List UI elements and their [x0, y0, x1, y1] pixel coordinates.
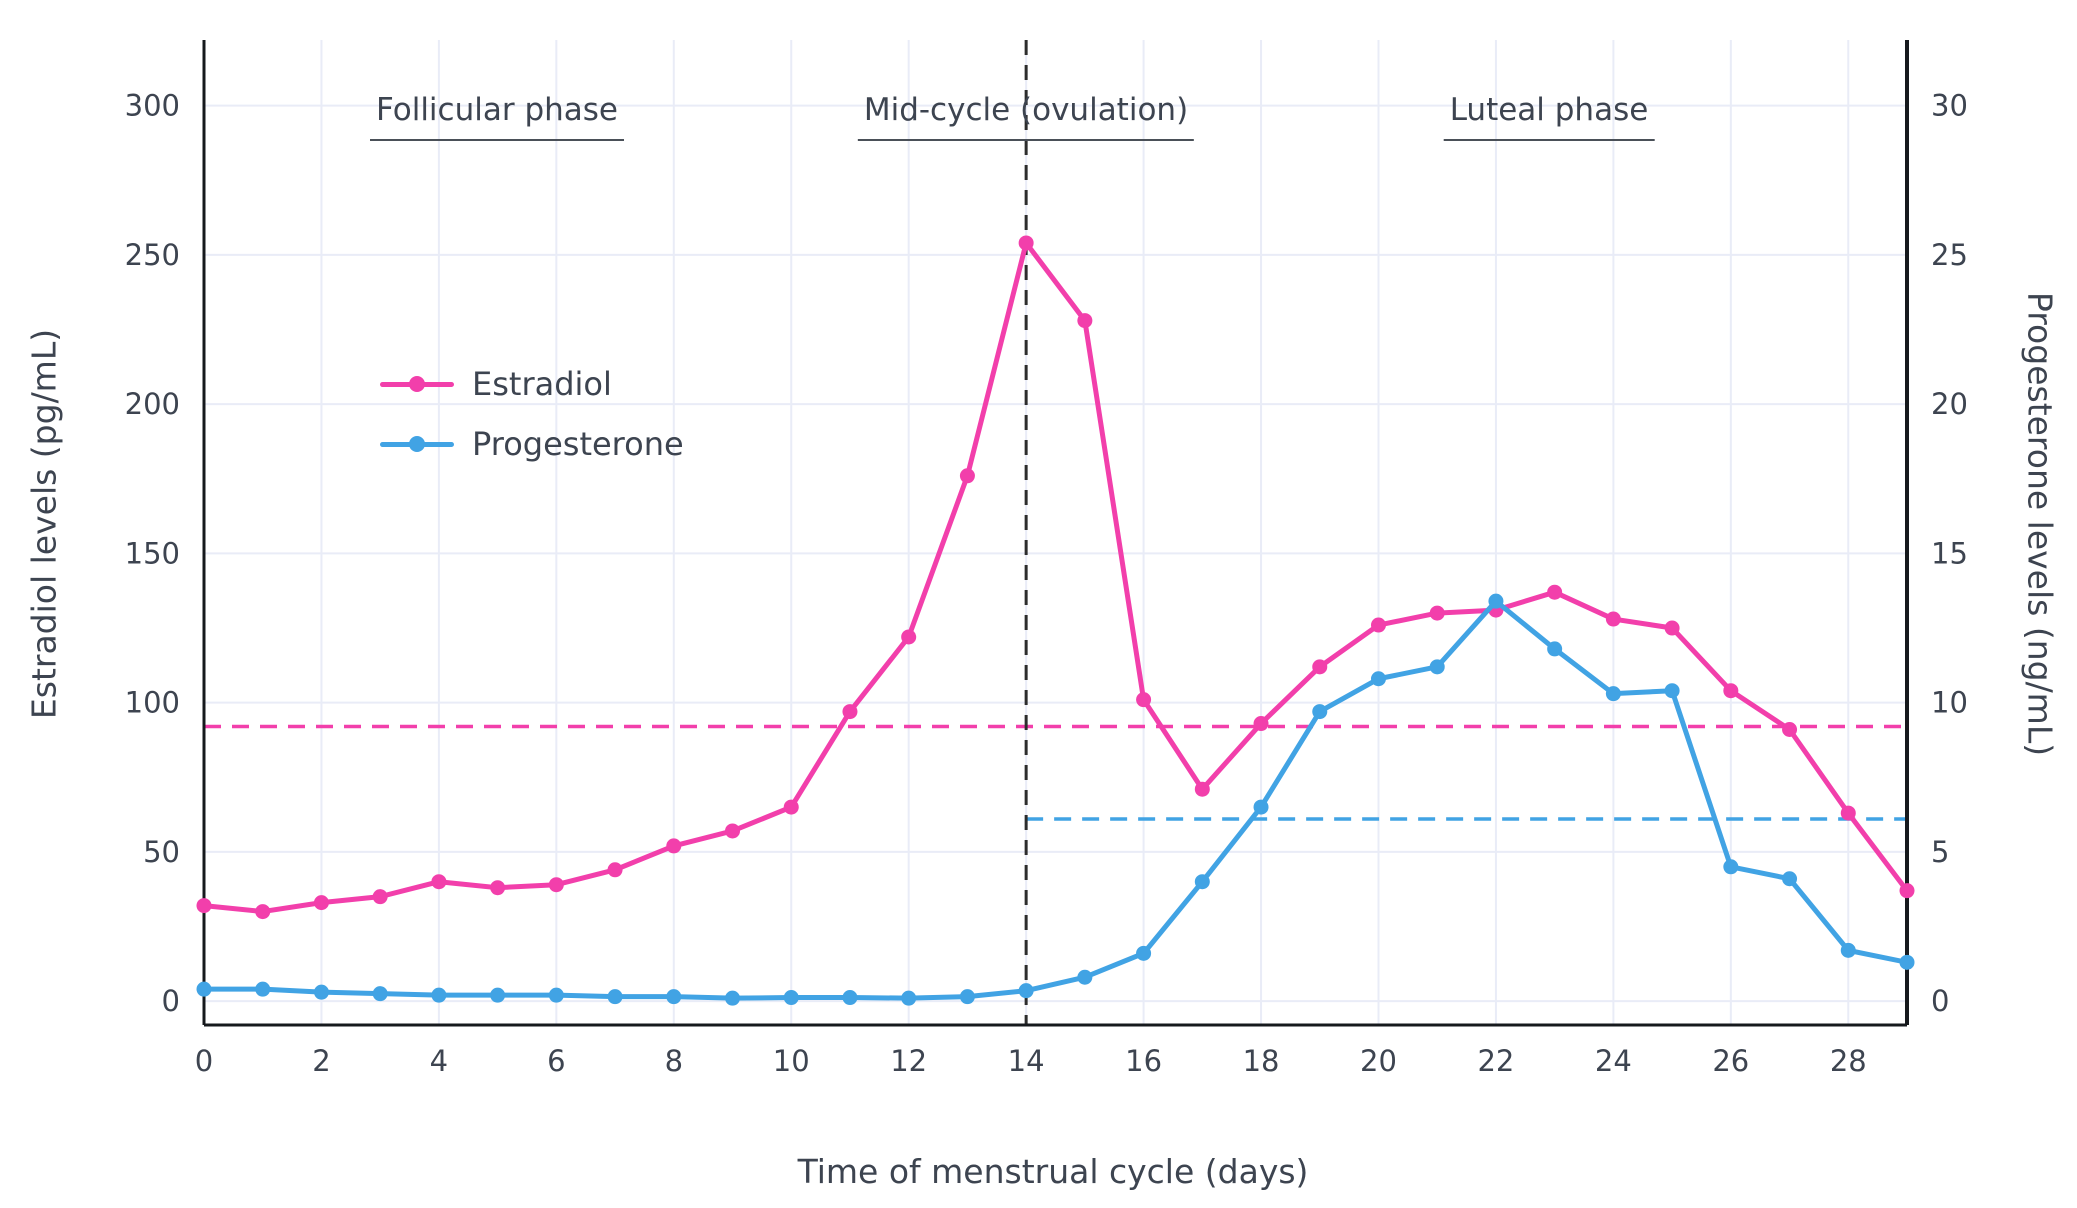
- svg-text:6: 6: [547, 1044, 565, 1078]
- svg-text:22: 22: [1477, 1044, 1514, 1078]
- svg-text:15: 15: [1931, 536, 1968, 570]
- svg-text:26: 26: [1712, 1044, 1749, 1078]
- svg-text:16: 16: [1125, 1044, 1162, 1078]
- phase-label-luteal: Luteal phase: [1443, 92, 1655, 142]
- svg-text:8: 8: [665, 1044, 683, 1078]
- legend-label: Estradiol: [472, 365, 612, 403]
- svg-text:28: 28: [1830, 1044, 1867, 1078]
- svg-text:5: 5: [1931, 835, 1949, 869]
- svg-text:250: 250: [125, 238, 180, 272]
- legend-label: Progesterone: [472, 425, 684, 463]
- legend-item[interactable]: Estradiol: [380, 361, 684, 407]
- left-y-axis-title: Estradiol levels (pg/mL): [24, 328, 64, 720]
- svg-text:30: 30: [1931, 89, 1968, 123]
- svg-text:0: 0: [162, 984, 180, 1018]
- legend: Estradiol Progesterone: [380, 361, 684, 467]
- svg-text:18: 18: [1243, 1044, 1280, 1078]
- x-axis-title: Time of menstrual cycle (days): [797, 1152, 1309, 1191]
- right-y-axis-title: Progesterone levels (ng/mL): [2020, 291, 2060, 757]
- svg-text:24: 24: [1595, 1044, 1632, 1078]
- legend-marker: [409, 376, 425, 392]
- legend-line: [380, 436, 454, 452]
- legend-item[interactable]: Progesterone: [380, 421, 684, 467]
- svg-text:10: 10: [1931, 686, 1968, 720]
- svg-text:100: 100: [125, 686, 180, 720]
- svg-text:50: 50: [143, 835, 180, 869]
- svg-text:4: 4: [430, 1044, 448, 1078]
- svg-text:14: 14: [1008, 1044, 1045, 1078]
- svg-text:0: 0: [1931, 984, 1949, 1018]
- svg-text:10: 10: [773, 1044, 810, 1078]
- svg-text:2: 2: [312, 1044, 330, 1078]
- svg-text:12: 12: [890, 1044, 927, 1078]
- svg-text:150: 150: [125, 536, 180, 570]
- svg-text:20: 20: [1931, 387, 1968, 421]
- svg-text:20: 20: [1360, 1044, 1397, 1078]
- svg-text:200: 200: [125, 387, 180, 421]
- svg-text:300: 300: [125, 89, 180, 123]
- legend-marker: [409, 436, 425, 452]
- svg-text:0: 0: [195, 1044, 213, 1078]
- phase-label-follicular: Follicular phase: [370, 92, 624, 142]
- legend-line: [380, 376, 454, 392]
- svg-text:25: 25: [1931, 238, 1968, 272]
- phase-label-midcycle-ovulation: Mid-cycle (ovulation): [857, 92, 1195, 142]
